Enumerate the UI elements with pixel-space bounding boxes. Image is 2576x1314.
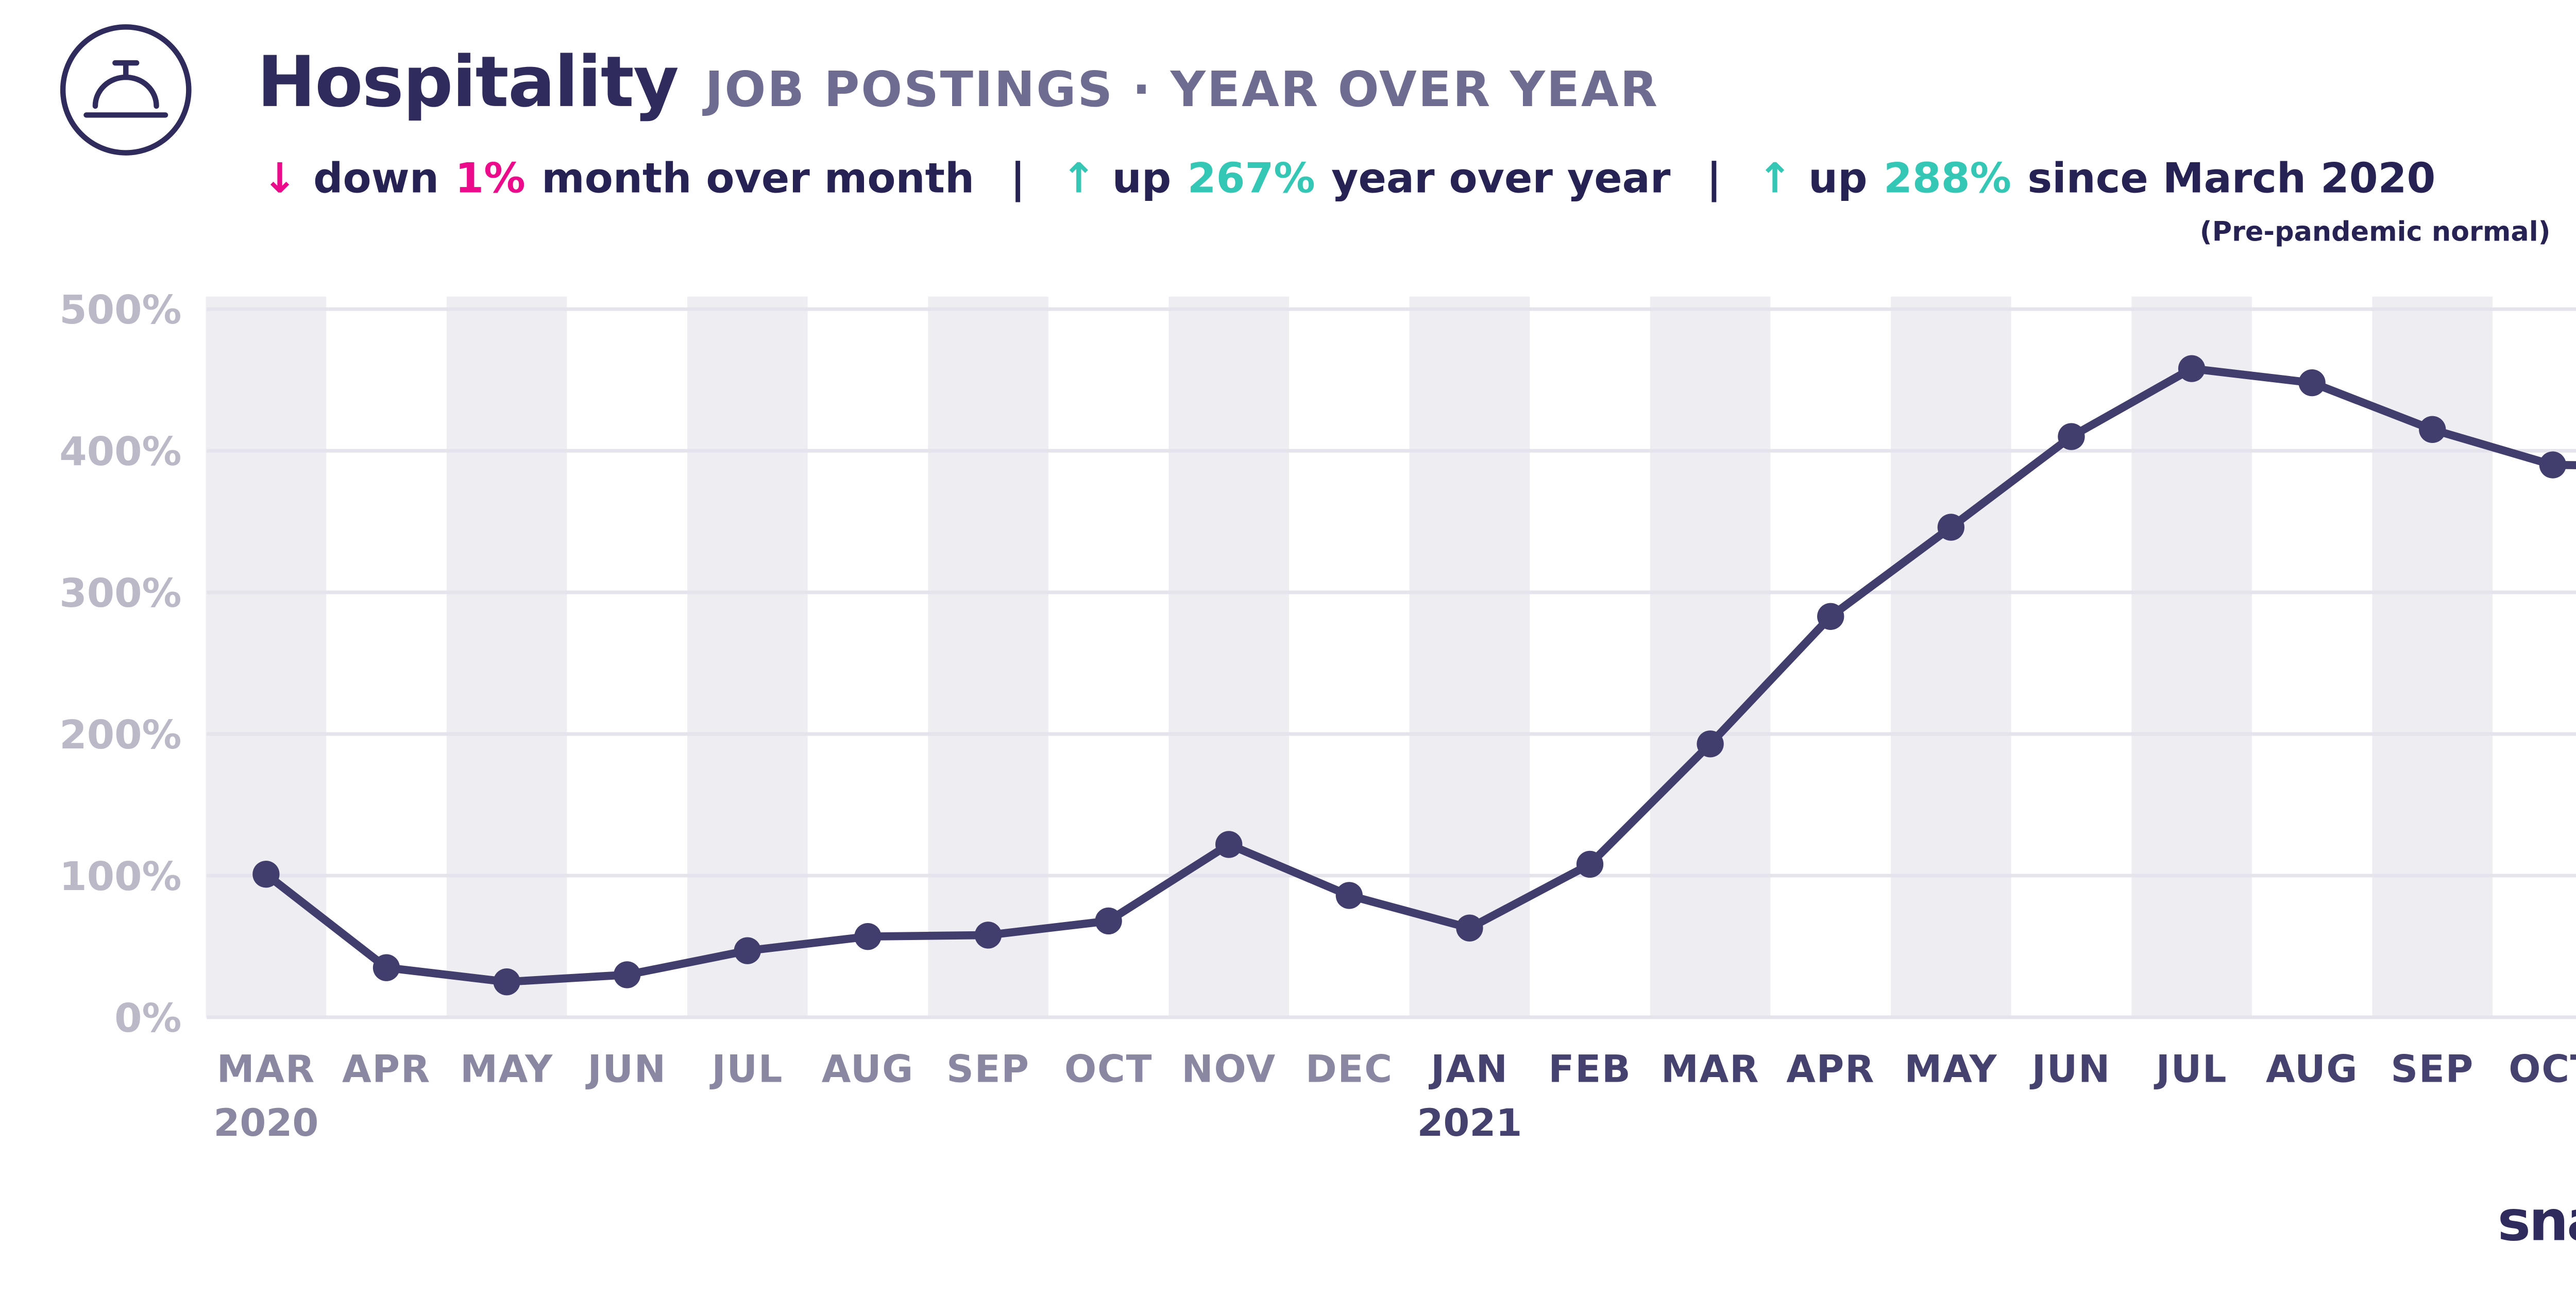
service-bell-badge: [58, 22, 194, 158]
x-axis-label: NOV: [1181, 1047, 1276, 1091]
data-point: [1817, 603, 1844, 630]
month-band: [928, 296, 1048, 1017]
month-band: [2372, 296, 2493, 1017]
stat-month-over-month: ↓ down 1% month over month: [262, 157, 974, 203]
data-point: [2419, 416, 2446, 443]
data-point: [1215, 831, 1243, 858]
service-bell-icon: [60, 24, 192, 156]
x-axis-label: APR: [1786, 1047, 1875, 1091]
x-axis-year-label: 2020: [213, 1101, 318, 1145]
stat-prefix: down: [313, 156, 439, 203]
x-axis-label: MAY: [1904, 1047, 1997, 1091]
x-axis-label: JUN: [585, 1047, 667, 1091]
data-point: [493, 968, 520, 996]
stats-line: ↓ down 1% month over month | ↑ up 267% y…: [262, 156, 2550, 248]
x-axis-label: APR: [342, 1047, 431, 1091]
data-point: [2298, 369, 2326, 397]
data-point: [974, 921, 1002, 949]
x-axis-label: AUG: [822, 1047, 914, 1091]
stat-since-march-2020: ↑ up 288% since March 2020 (Pre-pandemic…: [1757, 156, 2550, 248]
page-title: Hospitality: [257, 43, 679, 124]
data-point: [854, 923, 882, 950]
down-arrow-icon: ↓: [262, 156, 297, 203]
data-point: [614, 961, 641, 988]
data-point: [1937, 514, 1964, 541]
header: Hospitality JOB POSTINGS · YEAR OVER YEA…: [257, 43, 1659, 124]
stat-suffix: year over year: [1331, 156, 1671, 203]
month-band: [1650, 296, 1771, 1017]
stat-value: 267%: [1187, 156, 1315, 203]
stats-separator: |: [1010, 156, 1026, 203]
month-band: [1168, 296, 1290, 1017]
x-axis-label: DEC: [1306, 1047, 1393, 1091]
stat-value: 1%: [455, 156, 526, 203]
x-axis-label: FEB: [1548, 1047, 1631, 1091]
month-band: [2131, 296, 2252, 1017]
y-axis-label: 400%: [59, 429, 181, 475]
x-axis-year-label: 2021: [1417, 1101, 1522, 1145]
stat-prefix: up: [1808, 156, 1868, 203]
data-point: [372, 954, 400, 981]
x-axis-label: JUN: [2029, 1047, 2111, 1091]
x-axis-label: SEP: [2391, 1047, 2474, 1091]
y-axis-label: 500%: [59, 287, 181, 333]
x-axis-label: MAY: [460, 1047, 553, 1091]
y-axis-label: 200%: [59, 712, 181, 758]
data-point: [1335, 882, 1363, 909]
month-band: [446, 296, 567, 1017]
stats-separator: |: [1706, 156, 1722, 203]
x-axis-label: JUL: [709, 1047, 783, 1091]
stat-year-over-year: ↑ up 267% year over year: [1061, 157, 1670, 203]
y-axis-label: 100%: [59, 854, 181, 900]
pre-pandemic-note: (Pre-pandemic normal): [2199, 215, 2551, 248]
month-band: [687, 296, 808, 1017]
x-axis-label: MAR: [1661, 1047, 1759, 1091]
data-point: [1095, 907, 1122, 935]
up-arrow-icon: ↑: [1757, 156, 1792, 203]
x-axis-label: JUL: [2154, 1047, 2228, 1091]
stat-prefix: up: [1112, 156, 1172, 203]
snagajob-logo: snagajob: [2497, 1189, 2576, 1255]
x-axis-label: SEP: [946, 1047, 1030, 1091]
x-axis-label: MAR: [217, 1047, 315, 1091]
data-point: [252, 861, 280, 888]
stat-value: 288%: [1884, 156, 2011, 203]
stat-suffix: since March 2020: [2027, 156, 2436, 203]
month-band: [1891, 296, 2011, 1017]
x-axis-label: AUG: [2266, 1047, 2358, 1091]
data-point: [2178, 355, 2206, 382]
stat-suffix: month over month: [541, 156, 975, 203]
chart-svg: 0% 100% 200% 300% 400% 500% MAR APR MAY JUN JUL AUG…: [59, 287, 2576, 1145]
data-point: [2058, 423, 2085, 450]
month-band: [1409, 296, 1530, 1017]
data-point: [1697, 730, 1724, 758]
x-axis-label: OCT: [2509, 1047, 2576, 1091]
month-band: [206, 296, 327, 1017]
y-axis-label: 300%: [59, 571, 181, 617]
data-point: [734, 937, 761, 964]
data-point: [1576, 850, 1604, 878]
data-point: [2539, 451, 2567, 479]
y-axis-label: 0%: [114, 996, 181, 1042]
x-axis-label: JAN: [1428, 1047, 1509, 1091]
data-point: [1456, 914, 1483, 942]
up-arrow-icon: ↑: [1061, 156, 1096, 203]
page-subtitle: JOB POSTINGS · YEAR OVER YEAR: [705, 63, 1659, 119]
x-axis-label: OCT: [1064, 1047, 1153, 1091]
